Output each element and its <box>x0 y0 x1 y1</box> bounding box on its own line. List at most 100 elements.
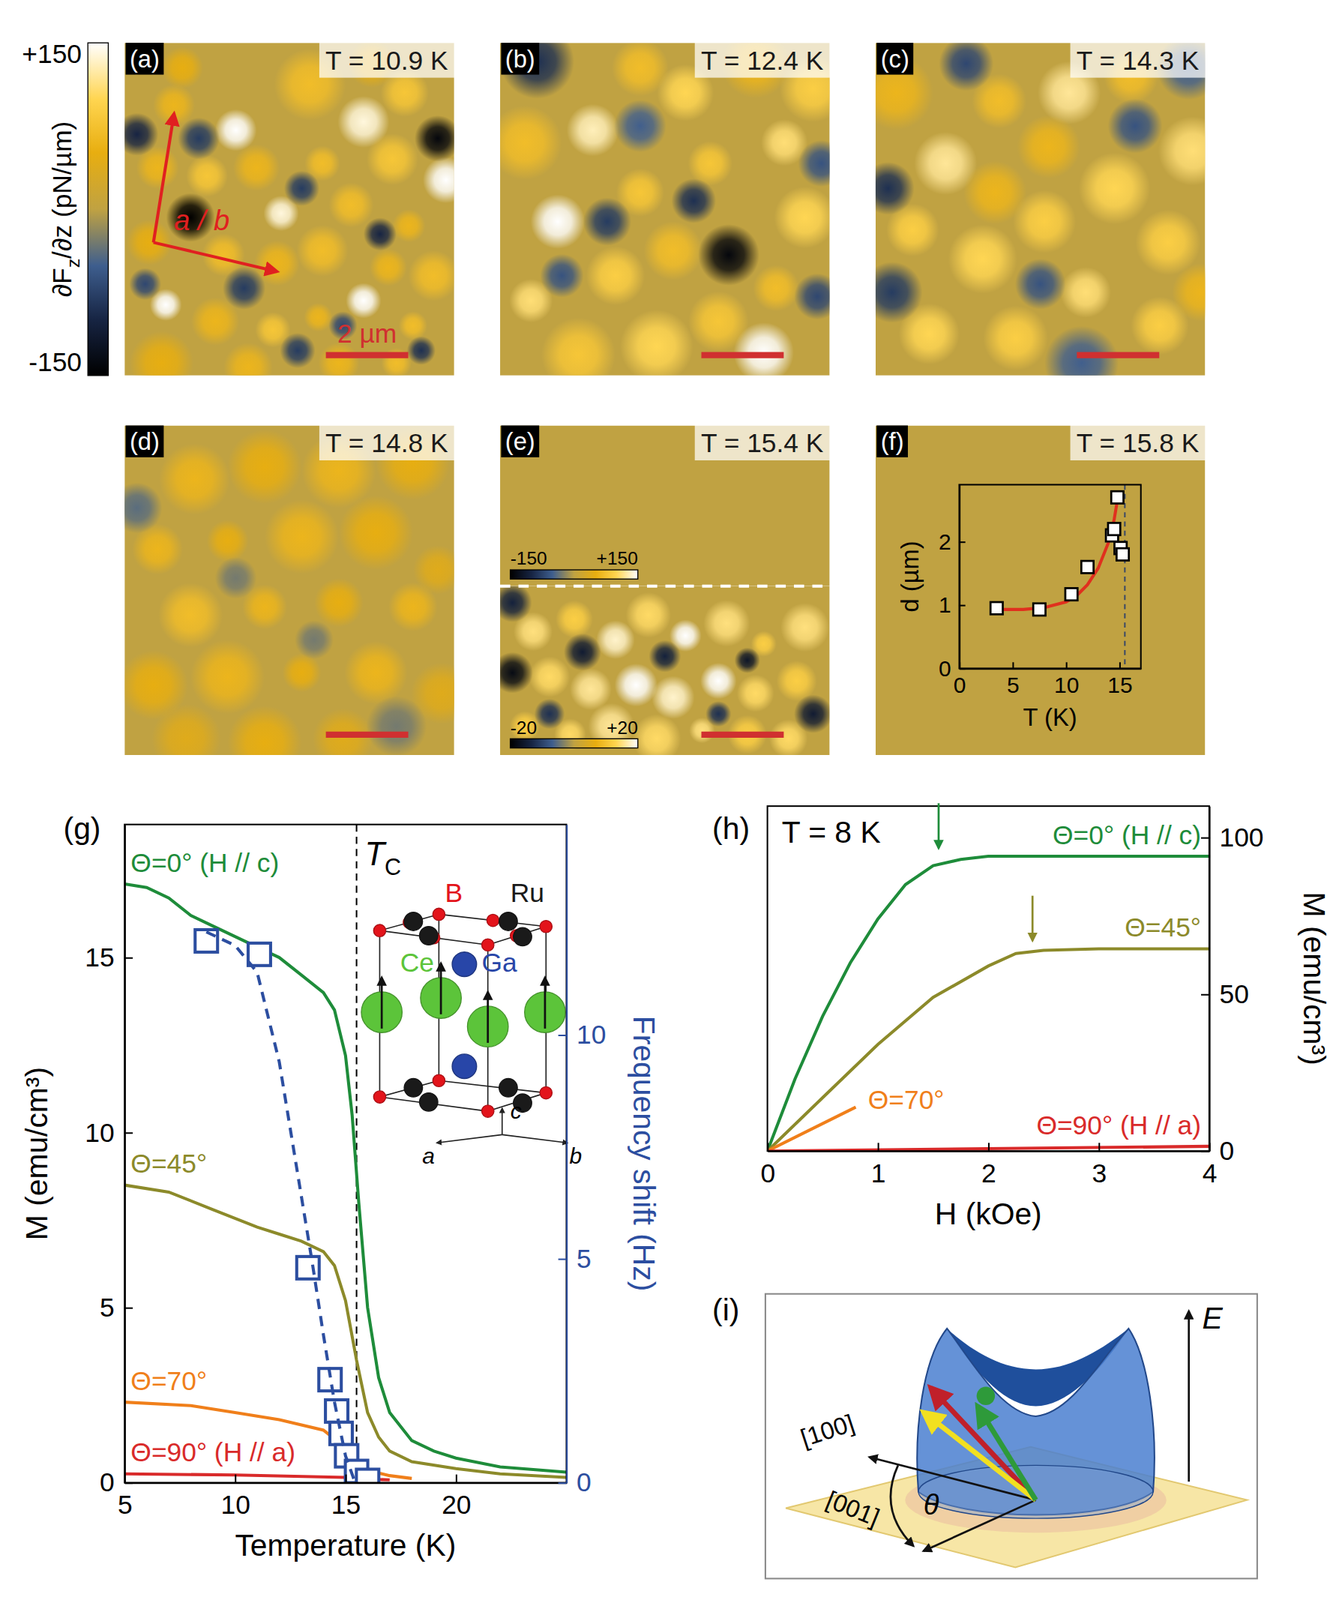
vortex-spot <box>632 714 681 756</box>
vortex-spot <box>264 499 339 574</box>
axis-arrow <box>153 113 174 243</box>
axis: 050100 <box>1201 806 1265 1166</box>
tick: 0 <box>938 656 966 681</box>
tick: 20 <box>441 1474 471 1519</box>
tick: 15 <box>1107 662 1133 697</box>
scale-bar <box>700 352 784 359</box>
vortex-spot <box>529 656 570 698</box>
axis-label: [100] <box>796 1408 858 1453</box>
vortex-spot <box>227 705 303 755</box>
axis-line <box>566 824 568 1483</box>
saturation-arrow <box>1031 895 1034 941</box>
image-region <box>124 42 455 376</box>
series-label: Θ=90° (H // a) <box>130 1437 296 1467</box>
data-line <box>206 931 354 1481</box>
vortex-spot <box>1158 116 1206 186</box>
tick: 5 <box>558 1243 592 1274</box>
panel-title: T = 15.8 K <box>1076 428 1200 458</box>
tick-mark <box>124 1482 133 1484</box>
panel-title: T = 12.4 K <box>700 45 824 75</box>
tick-mark <box>1201 837 1210 839</box>
energy-axis <box>1187 1311 1190 1482</box>
tick-label: 10 <box>1054 672 1079 698</box>
vortex-spot <box>586 245 646 306</box>
vortex-spot <box>500 42 575 99</box>
lattice-axis-label: a <box>422 1143 435 1169</box>
plot-area <box>990 484 1129 669</box>
vortex-spot <box>774 186 830 249</box>
vortex-spot <box>128 267 162 300</box>
atom <box>373 924 386 937</box>
vortex-spot <box>124 113 159 156</box>
vortex-spot <box>626 592 671 638</box>
image-region <box>124 425 455 756</box>
vortex-spot <box>1044 326 1119 376</box>
tick-mark <box>1098 1142 1100 1151</box>
atom <box>419 926 438 945</box>
atom <box>513 927 532 946</box>
data-point <box>296 1256 320 1280</box>
vortex-spot <box>569 668 612 710</box>
tick: 10 <box>1054 662 1079 697</box>
series-label: Θ=70° <box>130 1365 207 1396</box>
axis-line <box>1209 806 1211 1152</box>
figure: +150-150∂Fz/∂z (pN/µm)a / b2 µm(a)T = 10… <box>0 0 1342 1600</box>
axis-line <box>124 824 126 1483</box>
vortex-spot <box>948 224 1018 294</box>
vortex-spot <box>734 647 761 674</box>
label-background <box>1070 41 1206 78</box>
vortex-spot <box>158 443 231 516</box>
vortex-spot <box>583 197 632 246</box>
tick: 1 <box>938 592 966 618</box>
lattice-axis-label: c <box>510 1098 522 1124</box>
atom-label: Ga <box>482 947 519 977</box>
atom <box>452 1054 477 1079</box>
series-label: Θ=0° (H // c) <box>130 847 279 878</box>
vortex-spot <box>798 140 830 187</box>
image-background <box>500 425 830 587</box>
tick-label: 5 <box>99 1292 115 1322</box>
vortex-spot <box>158 582 223 648</box>
atom <box>404 1078 423 1097</box>
axis-arrow <box>153 242 278 272</box>
tick-mark <box>124 1132 133 1134</box>
tick-label: 1 <box>938 592 952 618</box>
rich-label: TC <box>364 835 402 880</box>
tick-label: 0 <box>1219 1135 1235 1166</box>
image-background <box>124 42 455 376</box>
vortex-spot <box>177 117 220 160</box>
data-point <box>356 1469 379 1483</box>
vortex-spot <box>1060 266 1112 318</box>
label-background <box>319 41 455 78</box>
vortex-spot <box>161 47 204 90</box>
mfm-panel: -150+150-20+20(e)T = 15.4 K <box>491 425 833 764</box>
data-point <box>1116 548 1129 561</box>
axis: 5101520 <box>117 1474 567 1519</box>
atom-label: B <box>445 877 464 908</box>
panel-label: (i) <box>712 1292 740 1328</box>
atom <box>499 912 518 931</box>
tick-mark <box>988 1142 990 1151</box>
mfm-panel: (b)T = 12.4 K <box>488 24 848 393</box>
image-background <box>875 425 1206 756</box>
label-main: ∂F <box>47 267 77 297</box>
tick-label: 3 <box>1091 1158 1107 1188</box>
axis-title: M (emu/cm³) <box>1297 892 1332 1066</box>
tick: 2 <box>938 529 966 555</box>
atom <box>432 1074 445 1087</box>
panel-label: (c) <box>880 44 910 73</box>
vortex-spot <box>369 248 408 287</box>
tick-mark <box>958 668 965 670</box>
tick-label: 100 <box>1219 822 1265 852</box>
energy-diagram: [100][001]θE(i) <box>712 1292 1258 1579</box>
rich-label: ∂Fz/∂z (pN/µm) <box>47 121 84 298</box>
label-background <box>125 42 165 75</box>
scale-bar <box>700 731 784 738</box>
axis-title: d (µm) <box>895 540 924 612</box>
tick: 5 <box>1006 662 1020 697</box>
data-point <box>1065 587 1078 600</box>
tick: 15 <box>84 942 133 972</box>
tick: 5 <box>99 1292 133 1322</box>
data-point <box>1111 491 1124 504</box>
image-region <box>500 586 830 755</box>
